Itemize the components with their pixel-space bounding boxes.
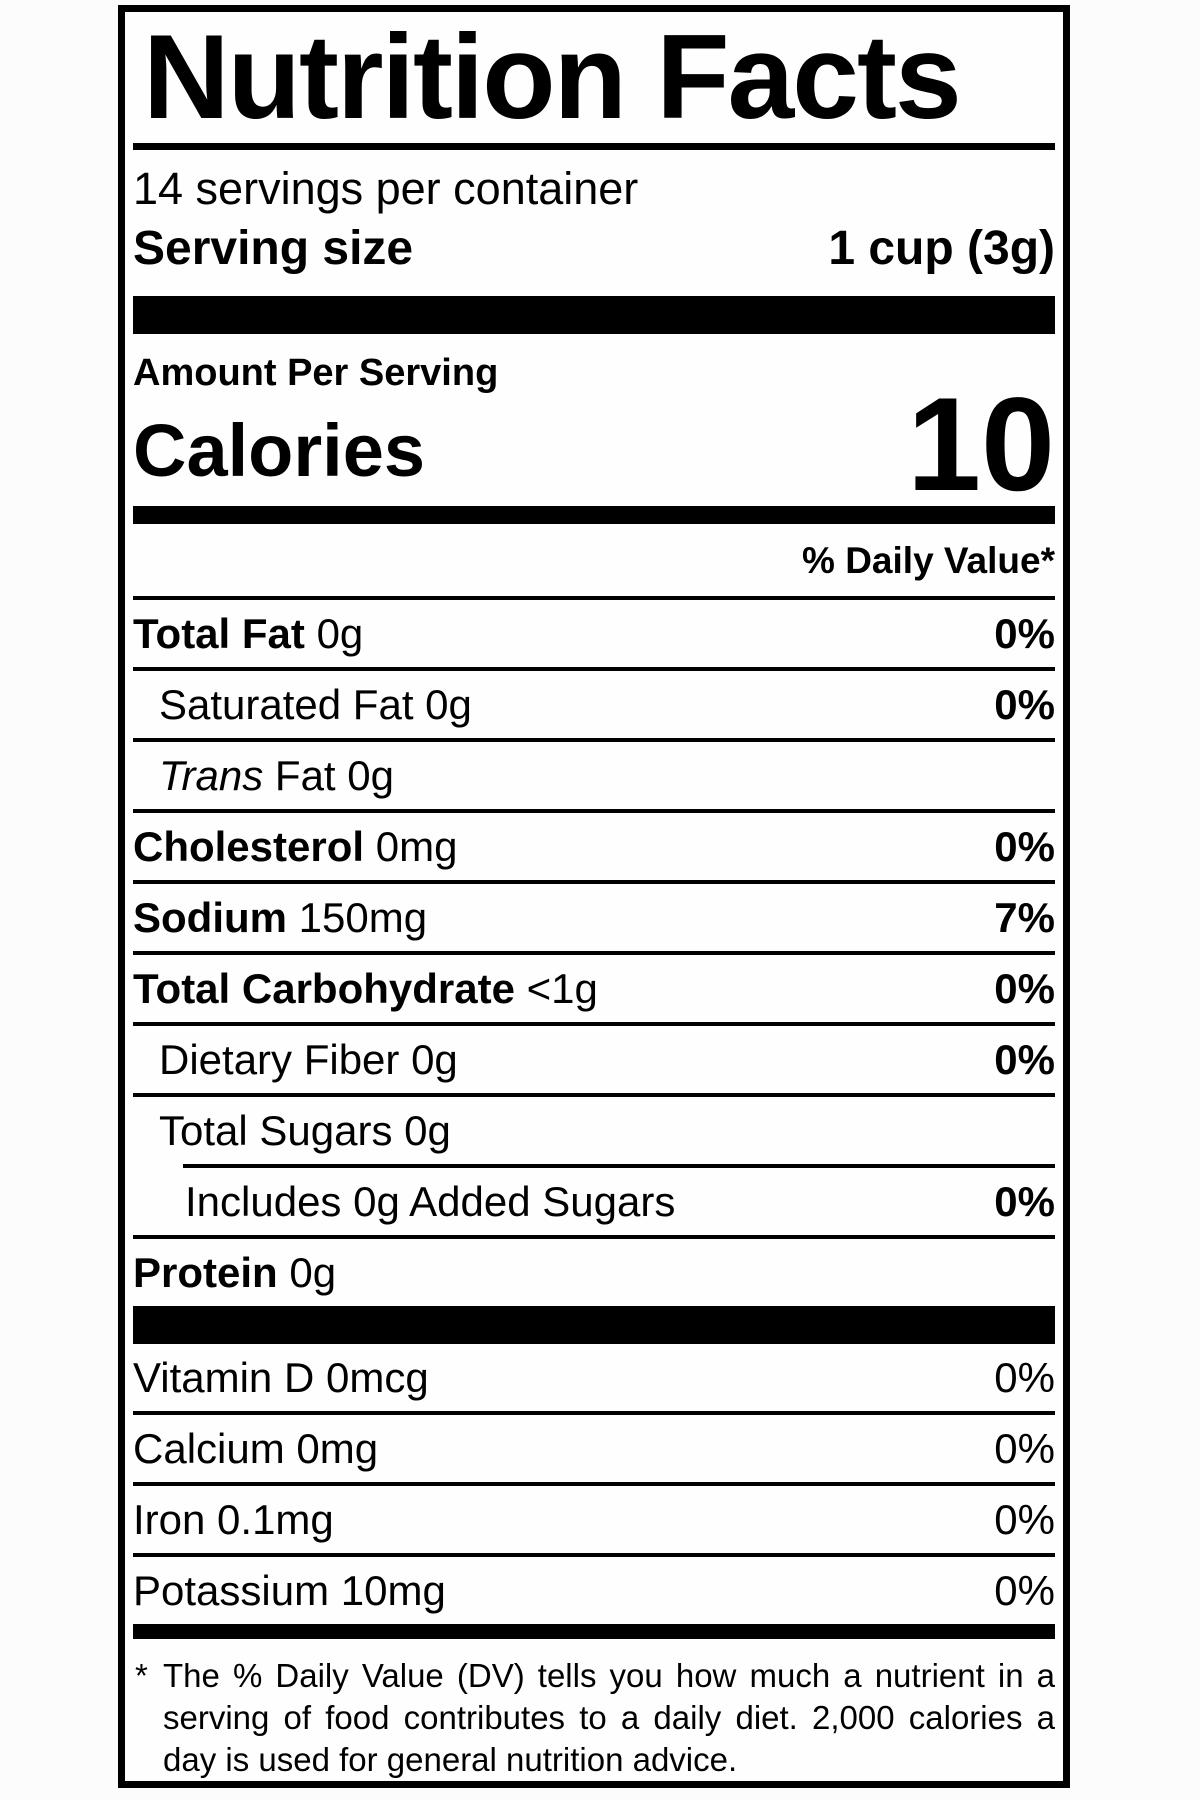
vitamin-pct: 0% bbox=[994, 1354, 1055, 1402]
nutrient-row-saturated-fat: Saturated Fat 0g 0% bbox=[133, 671, 1055, 738]
footnote: * The % Daily Value (DV) tells you how m… bbox=[133, 1639, 1055, 1781]
nutrient-name: Dietary Fiber bbox=[159, 1036, 400, 1084]
nutrient-name: Total Sugars bbox=[159, 1107, 393, 1155]
row-divider bbox=[133, 596, 1055, 601]
vitamin-amount: 10mg bbox=[340, 1567, 446, 1615]
nutrient-amount: <1g bbox=[526, 965, 598, 1013]
nutrient-pct: 0% bbox=[994, 1036, 1055, 1084]
nutrient-name: Sodium bbox=[133, 894, 287, 942]
vitamin-name: Calcium bbox=[133, 1425, 285, 1473]
footnote-text: The % Daily Value (DV) tells you how muc… bbox=[163, 1657, 1055, 1779]
daily-value-header: % Daily Value* bbox=[802, 540, 1055, 582]
nutrient-row-trans-fat: Trans Fat 0g bbox=[133, 742, 1055, 809]
row-divider bbox=[133, 1022, 1055, 1027]
servings-per-container: 14 servings per container bbox=[133, 163, 639, 215]
serving-section-divider bbox=[133, 296, 1055, 335]
label-title: Nutrition Facts bbox=[143, 10, 962, 144]
nutrient-row-cholesterol: Cholesterol 0mg 0% bbox=[133, 813, 1055, 880]
amount-per-serving-label: Amount Per Serving bbox=[133, 352, 499, 395]
nutrient-name: Protein bbox=[133, 1249, 278, 1297]
nutrient-pct: 0% bbox=[994, 823, 1055, 871]
nutrient-amount: Fat 0g bbox=[274, 752, 394, 800]
serving-size-row: Serving size 1 cup (3g) bbox=[133, 220, 1055, 296]
vitamin-name: Iron bbox=[133, 1496, 206, 1544]
protein-section-divider bbox=[133, 1306, 1055, 1345]
vitamin-pct: 0% bbox=[994, 1496, 1055, 1544]
nutrient-row-protein: Protein 0g bbox=[133, 1239, 1055, 1306]
nutrient-row-total-fat: Total Fat 0g 0% bbox=[133, 600, 1055, 667]
nutrient-amount: 0g bbox=[404, 1107, 451, 1155]
vitamin-amount: 0mg bbox=[296, 1425, 379, 1473]
nutrient-name: Total Fat bbox=[133, 610, 305, 658]
row-divider bbox=[133, 880, 1055, 885]
nutrient-amount: 0g bbox=[289, 1249, 337, 1297]
nutrient-pct: 0% bbox=[994, 1178, 1055, 1226]
nutrient-amount: 0mg bbox=[375, 823, 458, 871]
row-divider bbox=[133, 1482, 1055, 1487]
row-divider bbox=[133, 738, 1055, 743]
vitamin-row-iron: Iron 0.1mg 0% bbox=[133, 1486, 1055, 1553]
row-divider bbox=[133, 951, 1055, 956]
row-divider bbox=[133, 667, 1055, 672]
vitamin-name: Potassium bbox=[133, 1567, 330, 1615]
row-divider bbox=[133, 1235, 1055, 1240]
nutrient-name: Total Carbohydrate bbox=[133, 965, 515, 1013]
calories-value: 10 bbox=[907, 371, 1055, 520]
row-divider-indented bbox=[183, 1164, 1055, 1169]
footnote-asterisk: * bbox=[135, 1657, 148, 1695]
nutrient-row-dietary-fiber: Dietary Fiber 0g 0% bbox=[133, 1026, 1055, 1093]
calories-label: Calories bbox=[133, 409, 426, 493]
nutrient-row-total-sugars: Total Sugars 0g bbox=[133, 1097, 1055, 1164]
nutrition-label: Nutrition Facts 14 servings per containe… bbox=[118, 5, 1070, 1788]
vitamins-section-divider bbox=[133, 1624, 1055, 1640]
title-divider bbox=[133, 143, 1055, 151]
vitamin-pct: 0% bbox=[994, 1567, 1055, 1615]
row-divider bbox=[133, 1411, 1055, 1416]
nutrient-name: Trans bbox=[159, 752, 264, 800]
vitamin-row-potassium: Potassium 10mg 0% bbox=[133, 1557, 1055, 1624]
serving-size-label: Serving size bbox=[133, 222, 414, 276]
nutrient-amount: 0g bbox=[425, 681, 472, 729]
serving-size-value: 1 cup (3g) bbox=[828, 222, 1055, 276]
nutrient-name: Saturated Fat bbox=[159, 681, 414, 729]
nutrient-row-total-carbohydrate: Total Carbohydrate <1g 0% bbox=[133, 955, 1055, 1022]
row-divider bbox=[133, 1093, 1055, 1098]
nutrient-pct: 0% bbox=[994, 610, 1055, 658]
row-divider bbox=[133, 809, 1055, 814]
calories-row: Calories 10 bbox=[133, 371, 1055, 520]
nutrient-name: Includes 0g Added Sugars bbox=[185, 1178, 676, 1226]
vitamin-amount: 0mcg bbox=[325, 1354, 429, 1402]
nutrient-name: Cholesterol bbox=[133, 823, 365, 871]
calories-section-divider bbox=[133, 506, 1055, 525]
nutrient-pct: 0% bbox=[994, 965, 1055, 1013]
vitamin-pct: 0% bbox=[994, 1425, 1055, 1473]
nutrient-row-added-sugars: Includes 0g Added Sugars 0% bbox=[133, 1168, 1055, 1235]
nutrient-amount: 0g bbox=[411, 1036, 458, 1084]
row-divider bbox=[133, 1553, 1055, 1558]
nutrient-row-sodium: Sodium 150mg 7% bbox=[133, 884, 1055, 951]
vitamin-name: Vitamin D bbox=[133, 1354, 315, 1402]
vitamin-row-vitamin-d: Vitamin D 0mcg 0% bbox=[133, 1344, 1055, 1411]
vitamin-row-calcium: Calcium 0mg 0% bbox=[133, 1415, 1055, 1482]
vitamin-amount: 0.1mg bbox=[217, 1496, 334, 1544]
nutrient-pct: 7% bbox=[994, 894, 1055, 942]
nutrient-pct: 0% bbox=[994, 681, 1055, 729]
nutrient-amount: 150mg bbox=[298, 894, 428, 942]
nutrient-amount: 0g bbox=[316, 610, 364, 658]
